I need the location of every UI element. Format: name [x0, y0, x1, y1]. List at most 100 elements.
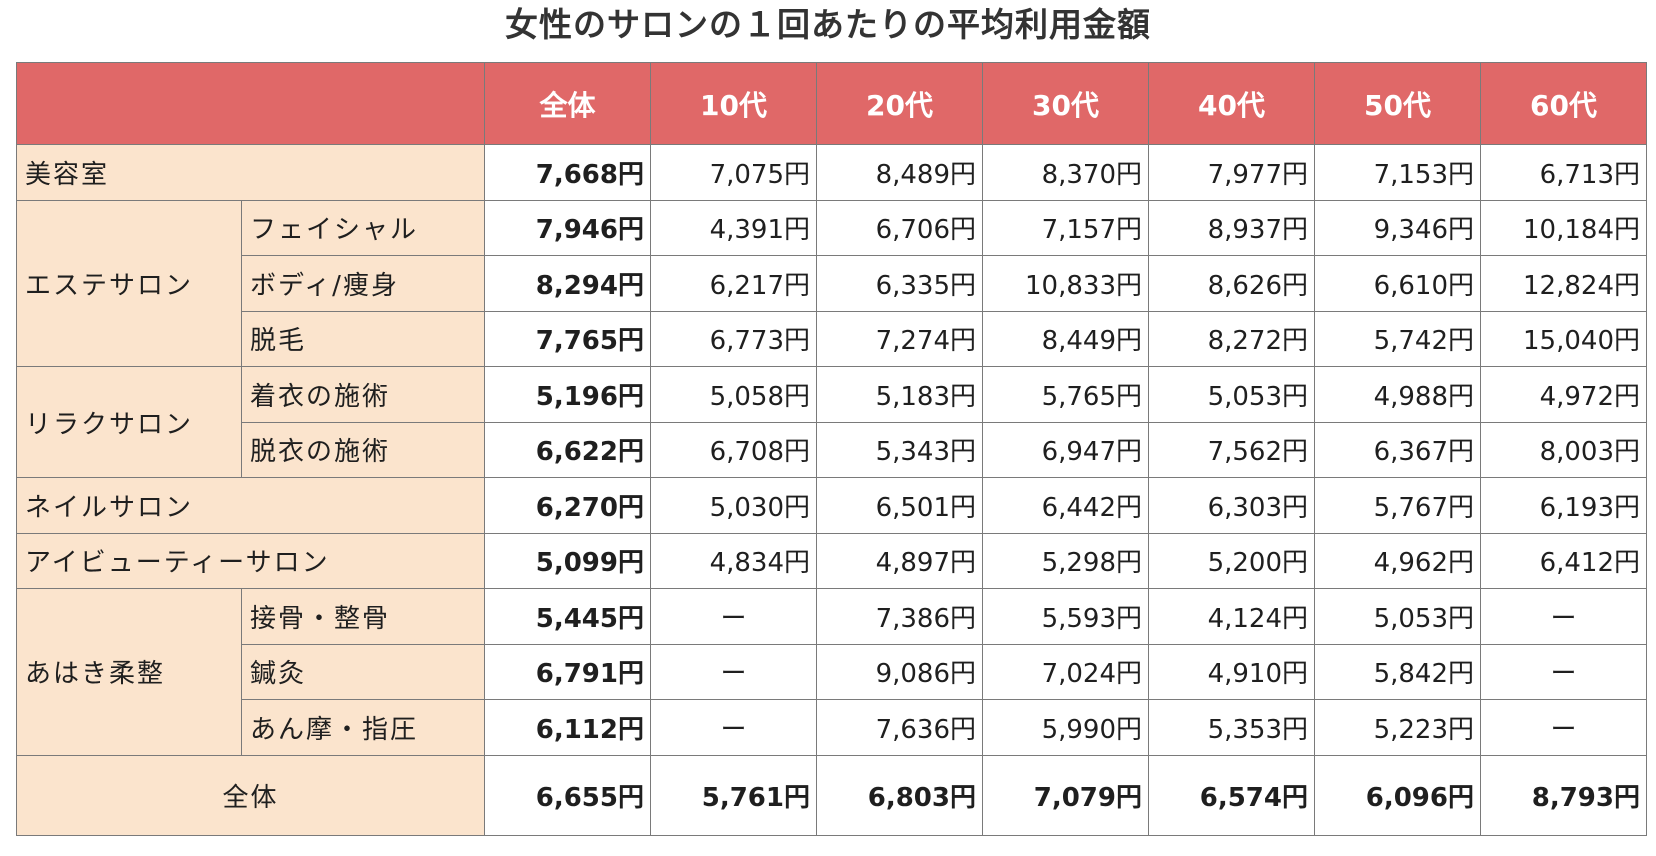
table-cell: 4,988円 [1314, 366, 1481, 423]
row-category-label: エステサロン [16, 199, 242, 367]
header-corner [16, 62, 485, 145]
table-cell: 6,096円 [1314, 754, 1481, 836]
column-header: 30代 [982, 62, 1149, 145]
table-cell: 8,449円 [982, 310, 1149, 367]
salon-price-table: 全体 10代 20代 30代 40代 50代 60代 美容室 7,668円 7,… [16, 62, 1647, 836]
table-cell: 4,910円 [1148, 643, 1315, 700]
table-cell: 12,824円 [1480, 255, 1647, 312]
table-cell: 9,086円 [816, 643, 983, 700]
table-row-total: 全体 6,655円 5,761円 6,803円 7,079円 6,574円 6,… [16, 754, 1647, 836]
table-row: リラクサロン 着衣の施術 5,196円 5,058円 5,183円 5,765円… [16, 366, 1647, 478]
table-cell: 7,562円 [1148, 421, 1315, 478]
column-header: 60代 [1480, 62, 1647, 145]
table-row: 脱衣の施術 6,622円 6,708円 5,343円 6,947円 7,562円… [17, 421, 1647, 478]
table-cell: 4,897円 [816, 532, 983, 589]
table-cell: 7,079円 [982, 754, 1149, 836]
table-cell: 6,791円 [484, 643, 651, 700]
table-cell: 10,184円 [1480, 199, 1647, 256]
row-category-label: 全体 [16, 754, 485, 836]
table-cell: 5,353円 [1148, 699, 1315, 756]
table-cell: 5,842円 [1314, 643, 1481, 700]
table-cell: 4,962円 [1314, 532, 1481, 589]
table-cell: 8,003円 [1480, 421, 1647, 478]
table-row: ネイルサロン 6,270円 5,030円 6,501円 6,442円 6,303… [16, 477, 1647, 534]
table-cell: 6,193円 [1480, 477, 1647, 534]
table-cell: 5,593円 [982, 588, 1149, 645]
table-cell: 5,742円 [1314, 310, 1481, 367]
table-row: 鍼灸 6,791円 ー 9,086円 7,024円 4,910円 5,842円 … [17, 643, 1647, 700]
table-cell: 6,655円 [484, 754, 651, 836]
table-cell: 7,075円 [650, 144, 817, 201]
table-row: エステサロン フェイシャル 7,946円 4,391円 6,706円 7,157… [16, 199, 1647, 367]
column-header: 全体 [484, 62, 651, 145]
row-sub-label: 着衣の施術 [241, 366, 485, 423]
row-category-label: アイビューティーサロン [16, 532, 485, 589]
table-cell: 6,412円 [1480, 532, 1647, 589]
table-cell: 6,367円 [1314, 421, 1481, 478]
table-cell: 5,298円 [982, 532, 1149, 589]
table-cell: 8,793円 [1480, 754, 1647, 836]
table-cell: 6,610円 [1314, 255, 1481, 312]
table-cell: 4,391円 [650, 199, 817, 256]
table-cell: 4,124円 [1148, 588, 1315, 645]
table-cell: 8,272円 [1148, 310, 1315, 367]
row-sub-label: ボディ/痩身 [241, 255, 485, 312]
column-header: 50代 [1314, 62, 1481, 145]
row-sub-label: 脱毛 [241, 310, 485, 367]
table-cell: 7,153円 [1314, 144, 1481, 201]
row-category-label: ネイルサロン [16, 477, 485, 534]
table-cell: 8,937円 [1148, 199, 1315, 256]
table-cell: 5,196円 [484, 366, 651, 423]
table-cell: 10,833円 [982, 255, 1149, 312]
column-header: 40代 [1148, 62, 1315, 145]
table-row: あん摩・指圧 6,112円 ー 7,636円 5,990円 5,353円 5,2… [17, 699, 1647, 756]
table-cell: 6,622円 [484, 421, 651, 478]
table-row: 美容室 7,668円 7,075円 8,489円 8,370円 7,977円 7… [16, 144, 1647, 201]
table-cell: 7,386円 [816, 588, 983, 645]
table-cell: 5,343円 [816, 421, 983, 478]
table-header-row: 全体 10代 20代 30代 40代 50代 60代 [16, 62, 1647, 145]
table-cell: 6,270円 [484, 477, 651, 534]
table-cell: 8,489円 [816, 144, 983, 201]
table-cell: 6,442円 [982, 477, 1149, 534]
table-cell: ー [650, 643, 817, 700]
row-category-label: 美容室 [16, 144, 485, 201]
table-cell: 8,294円 [484, 255, 651, 312]
table-cell: 7,274円 [816, 310, 983, 367]
table-cell: 6,112円 [484, 699, 651, 756]
row-sub-label: あん摩・指圧 [241, 699, 485, 756]
table-cell: 6,708円 [650, 421, 817, 478]
table-cell: 6,947円 [982, 421, 1149, 478]
table-cell: 5,058円 [650, 366, 817, 423]
table-cell: 7,157円 [982, 199, 1149, 256]
table-cell: 5,030円 [650, 477, 817, 534]
table-cell: ー [1480, 699, 1647, 756]
row-category-label: リラクサロン [16, 366, 242, 478]
table-cell: 5,761円 [650, 754, 817, 836]
row-sub-label: 接骨・整骨 [241, 588, 485, 645]
table-cell: 5,099円 [484, 532, 651, 589]
row-category-label: あはき柔整 [16, 588, 242, 756]
table-row: 脱毛 7,765円 6,773円 7,274円 8,449円 8,272円 5,… [17, 310, 1647, 367]
table-cell: 5,053円 [1314, 588, 1481, 645]
row-sub-label: 鍼灸 [241, 643, 485, 700]
table-cell: 4,834円 [650, 532, 817, 589]
table-cell: 6,501円 [816, 477, 983, 534]
column-header: 20代 [816, 62, 983, 145]
table-cell: 6,574円 [1148, 754, 1315, 836]
table-cell: 15,040円 [1480, 310, 1647, 367]
table-cell: 7,946円 [484, 199, 651, 256]
table-cell: 7,765円 [484, 310, 651, 367]
table-row: あはき柔整 接骨・整骨 5,445円 ー 7,386円 5,593円 4,124… [16, 588, 1647, 756]
table-cell: 5,990円 [982, 699, 1149, 756]
table-cell: 6,803円 [816, 754, 983, 836]
table-cell: 7,668円 [484, 144, 651, 201]
page-title: 女性のサロンの１回あたりの平均利用金額 [505, 5, 1151, 44]
table-cell: 5,200円 [1148, 532, 1315, 589]
table-cell: 5,765円 [982, 366, 1149, 423]
table-cell: 7,636円 [816, 699, 983, 756]
table-cell: 6,713円 [1480, 144, 1647, 201]
column-header: 10代 [650, 62, 817, 145]
table-cell: ー [650, 699, 817, 756]
table-cell: 7,024円 [982, 643, 1149, 700]
